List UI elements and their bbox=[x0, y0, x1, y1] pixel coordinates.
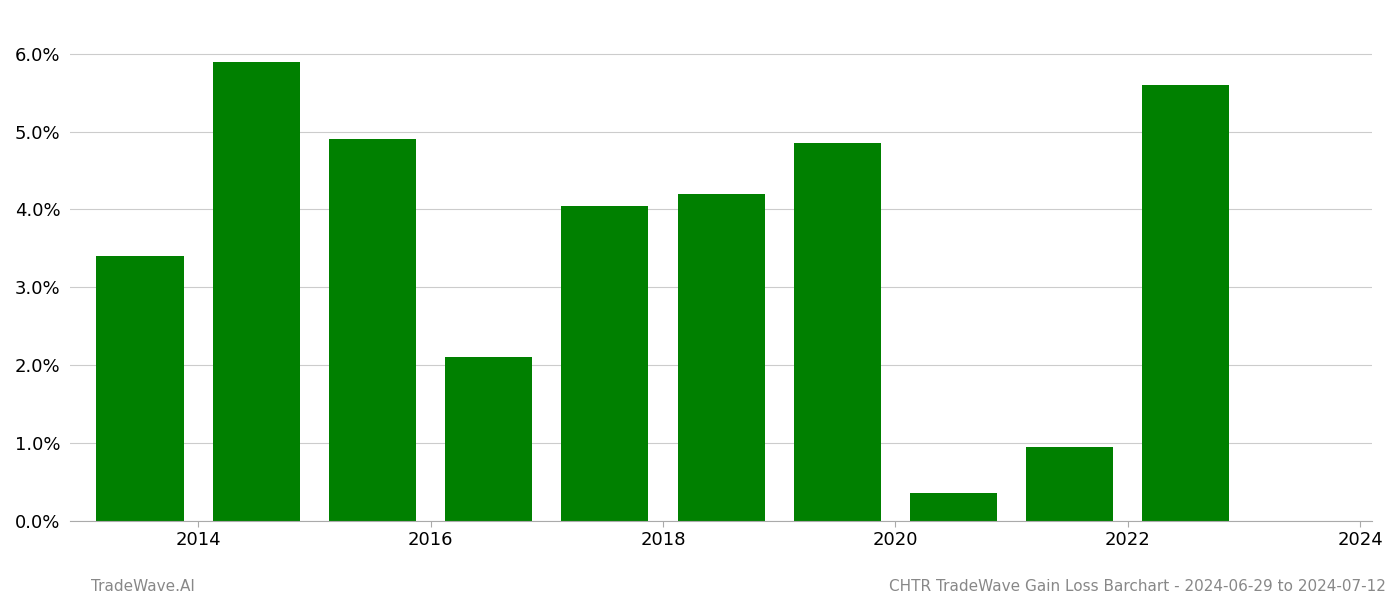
Bar bbox=[1026, 446, 1113, 521]
Bar bbox=[213, 62, 300, 521]
Text: CHTR TradeWave Gain Loss Barchart - 2024-06-29 to 2024-07-12: CHTR TradeWave Gain Loss Barchart - 2024… bbox=[889, 579, 1386, 594]
Text: TradeWave.AI: TradeWave.AI bbox=[91, 579, 195, 594]
Bar bbox=[329, 139, 416, 521]
Bar bbox=[97, 256, 183, 521]
Bar bbox=[561, 206, 648, 521]
Bar bbox=[1142, 85, 1229, 521]
Bar bbox=[794, 143, 881, 521]
Bar bbox=[445, 357, 532, 521]
Bar bbox=[910, 493, 997, 521]
Bar bbox=[678, 194, 764, 521]
